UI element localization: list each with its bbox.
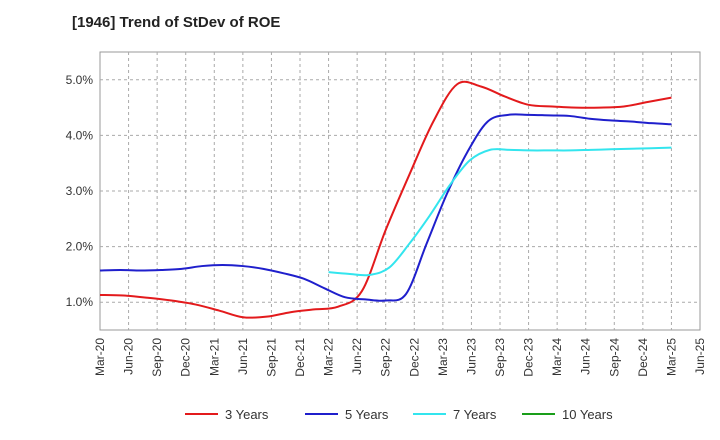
x-tick-label: Mar-22 (322, 338, 336, 376)
x-tick-label: Mar-24 (550, 338, 564, 376)
x-tick-label: Jun-23 (464, 338, 478, 375)
x-tick-label: Mar-21 (207, 338, 221, 376)
series-line (328, 146, 672, 277)
x-tick-label: Jun-22 (350, 338, 364, 375)
y-tick-label: 1.0% (66, 295, 94, 309)
x-tick-label: Jun-25 (693, 338, 707, 375)
x-tick-label: Dec-20 (179, 338, 193, 377)
x-tick-label: Mar-25 (664, 338, 678, 376)
series-line (99, 113, 672, 302)
x-tick-label: Sep-21 (264, 338, 278, 377)
legend-label: 5 Years (345, 407, 389, 422)
x-tick-label: Sep-20 (150, 338, 164, 377)
x-tick-label: Sep-22 (379, 338, 393, 377)
x-tick-label: Mar-23 (436, 338, 450, 376)
legend-label: 7 Years (453, 407, 497, 422)
x-tick-label: Jun-20 (122, 338, 136, 375)
y-tick-label: 3.0% (66, 184, 94, 198)
y-tick-label: 2.0% (66, 240, 94, 254)
x-tick-label: Sep-24 (607, 338, 621, 377)
x-tick-label: Dec-22 (407, 338, 421, 377)
chart-title: [1946] Trend of StDev of ROE (72, 14, 281, 31)
x-tick-label: Jun-21 (236, 338, 250, 375)
legend-label: 10 Years (562, 407, 613, 422)
x-tick-label: Sep-23 (493, 338, 507, 377)
x-tick-label: Dec-23 (522, 338, 536, 377)
x-tick-label: Dec-24 (636, 338, 650, 377)
x-tick-label: Jun-24 (579, 338, 593, 375)
x-tick-label: Mar-20 (93, 338, 107, 376)
x-tick-label: Dec-21 (293, 338, 307, 377)
y-tick-label: 4.0% (66, 128, 94, 142)
series-line (99, 80, 672, 319)
y-tick-label: 5.0% (66, 73, 94, 87)
legend-label: 3 Years (225, 407, 269, 422)
